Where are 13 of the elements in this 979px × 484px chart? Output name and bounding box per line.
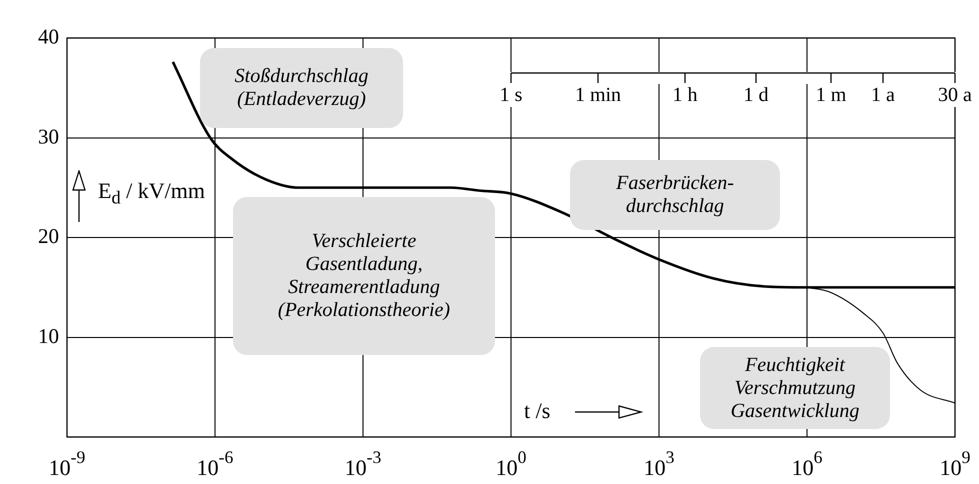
- y-axis-title: E$_{d}$ / kV/mm: [98, 178, 205, 208]
- annotation: 1 d: [742, 84, 770, 107]
- annotation: 1 a: [869, 84, 897, 107]
- x-axis-title: t /s: [524, 398, 550, 424]
- annotation: 1 s: [498, 84, 524, 107]
- y-tick-label: 20: [38, 224, 59, 248]
- y-tick-label: 10: [38, 324, 59, 348]
- annotation: 1 h: [670, 84, 700, 107]
- y-tick-label: 40: [38, 24, 59, 49]
- y-tick-label: 30: [38, 124, 59, 148]
- annotation: 30 a: [936, 84, 974, 107]
- annotation: 1 m: [814, 84, 848, 107]
- annotation: 1 min: [572, 84, 624, 107]
